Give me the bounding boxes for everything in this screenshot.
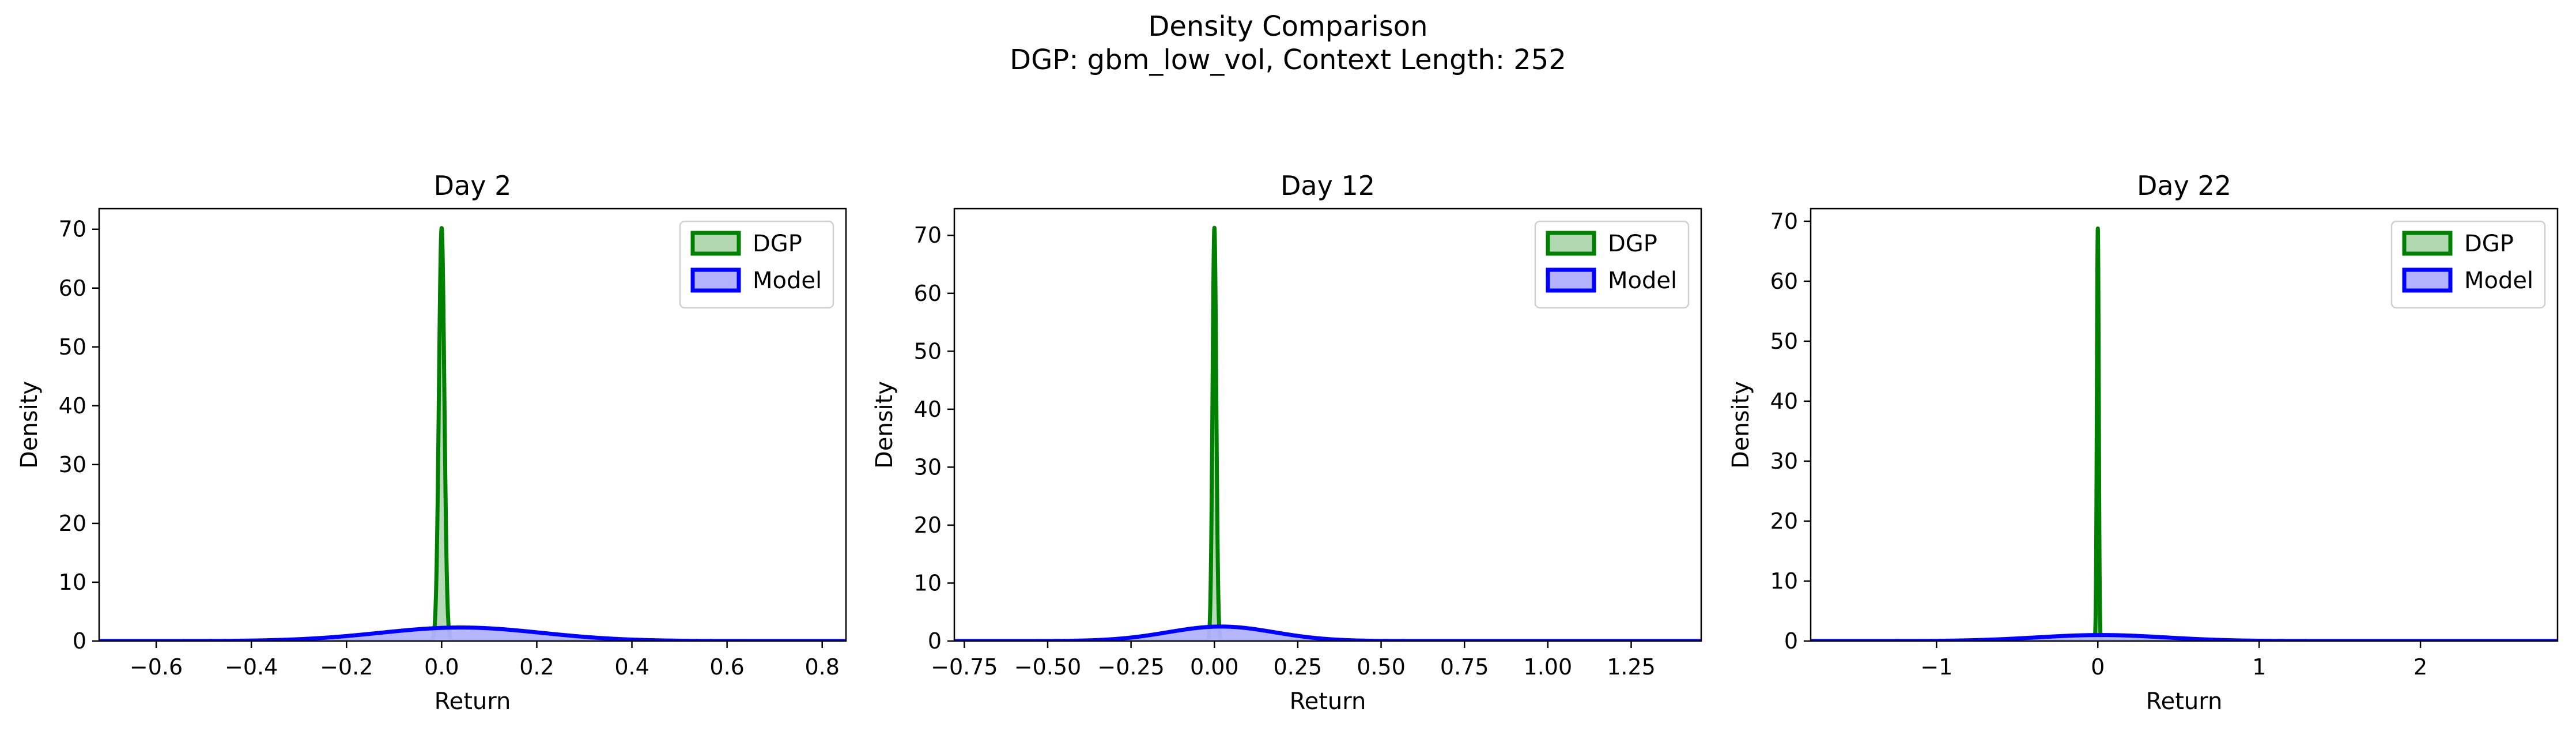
y-tick-label: 10: [59, 570, 86, 595]
x-tick-label: 0.8: [805, 654, 840, 680]
y-tick-label: 40: [1770, 389, 1798, 414]
legend-label-dgp: DGP: [1608, 231, 1657, 257]
density-line-model: [1811, 633, 2558, 641]
legend: DGP Model: [2390, 220, 2546, 309]
y-axis-label: Density: [871, 381, 898, 469]
x-tick-label: 0.6: [709, 654, 744, 680]
subplot-1: −0.6 −0.4 −0.2 0.0 0.2 0.4 0.6 0.8 0 10 20 30 40 50 60…: [16, 170, 847, 715]
x-tick-label: 0: [2091, 654, 2105, 680]
x-tick-label: −0.25: [1097, 654, 1164, 680]
x-axis-label: Return: [1290, 688, 1366, 715]
legend-swatch-dgp: [2402, 231, 2453, 256]
y-tick-label: 20: [59, 511, 86, 536]
x-tick-label: 0.0: [424, 654, 459, 680]
x-tick-label: 1: [2252, 654, 2266, 680]
x-tick-label: 0.25: [1274, 654, 1323, 680]
y-tick-label: 0: [928, 628, 942, 654]
x-tick-label: 1.00: [1524, 654, 1573, 680]
y-axis-label: Density: [1728, 381, 1754, 469]
y-tick-label: 0: [73, 628, 86, 654]
x-tick-label: −1: [1920, 654, 1952, 680]
legend-label-dgp: DGP: [753, 231, 802, 257]
legend-label-model: Model: [1608, 267, 1677, 294]
y-tick-label: 40: [914, 397, 942, 422]
legend-swatch-model: [1546, 267, 1596, 293]
axes-frame: [953, 208, 1702, 642]
y-tick-label: 10: [914, 570, 942, 595]
legend-swatch-dgp: [1546, 231, 1596, 256]
y-tick-label: 30: [914, 454, 942, 480]
x-tick-label: 0.50: [1357, 654, 1406, 680]
y-tick-label: 0: [1784, 628, 1798, 654]
x-tick-label: −0.4: [225, 654, 278, 680]
y-axis-label: Density: [16, 381, 43, 469]
legend-swatch-model: [2402, 267, 2453, 293]
y-tick-label: 70: [914, 223, 942, 248]
y-tick-label: 60: [59, 276, 86, 301]
x-axis-label: Return: [2146, 688, 2223, 715]
y-tick-label: 60: [1770, 269, 1798, 294]
x-tick-label: 1.25: [1607, 654, 1656, 680]
y-tick-label: 70: [59, 217, 86, 242]
x-tick-label: −0.50: [1014, 654, 1081, 680]
y-tick-label: 30: [59, 452, 86, 477]
density-fill-model: [99, 627, 846, 641]
y-tick-label: 70: [1770, 209, 1798, 234]
y-tick-label: 20: [914, 512, 942, 538]
y-tick-label: 60: [914, 281, 942, 306]
subplot-title: Day 22: [2137, 170, 2231, 201]
y-tick-label: 20: [1770, 508, 1798, 534]
legend-label-model: Model: [753, 267, 822, 294]
subplot-title: Day 2: [434, 170, 512, 201]
x-tick-label: −0.6: [130, 654, 183, 680]
axes-frame: [1810, 208, 2559, 642]
legend-swatch-dgp: [690, 231, 741, 256]
figure-subtitle: DGP: gbm_low_vol, Context Length: 252: [1010, 44, 1566, 76]
x-tick-label: −0.2: [320, 654, 373, 680]
subplot-2: −0.75 −0.50 −0.25 0.00 0.25 0.50 0.75 1.00 1.25 0…: [871, 170, 1702, 715]
legend: DGP Model: [679, 220, 834, 309]
y-tick-label: 30: [1770, 448, 1798, 474]
x-tick-label: 0.00: [1190, 654, 1239, 680]
x-tick-label: −0.75: [931, 654, 998, 680]
x-tick-label: 2: [2413, 654, 2427, 680]
density-line-model: [954, 624, 1701, 641]
axes-frame: [98, 208, 847, 642]
legend-label-dgp: DGP: [2464, 231, 2514, 257]
density-line-dgp: [99, 226, 846, 641]
x-tick-label: 0.75: [1440, 654, 1489, 680]
x-tick-label: 0.2: [519, 654, 554, 680]
y-tick-label: 40: [59, 393, 86, 419]
legend-swatch-model: [690, 267, 741, 293]
y-tick-label: 10: [1770, 568, 1798, 594]
y-tick-label: 50: [59, 334, 86, 360]
figure-title: Density Comparison: [1148, 10, 1428, 43]
x-tick-label: 0.4: [614, 654, 649, 680]
y-tick-label: 50: [914, 338, 942, 364]
legend-label-model: Model: [2464, 267, 2533, 294]
y-tick-label: 50: [1770, 329, 1798, 354]
subplot-title: Day 12: [1281, 170, 1375, 201]
legend: DGP Model: [1534, 220, 1690, 309]
x-axis-label: Return: [435, 688, 511, 715]
